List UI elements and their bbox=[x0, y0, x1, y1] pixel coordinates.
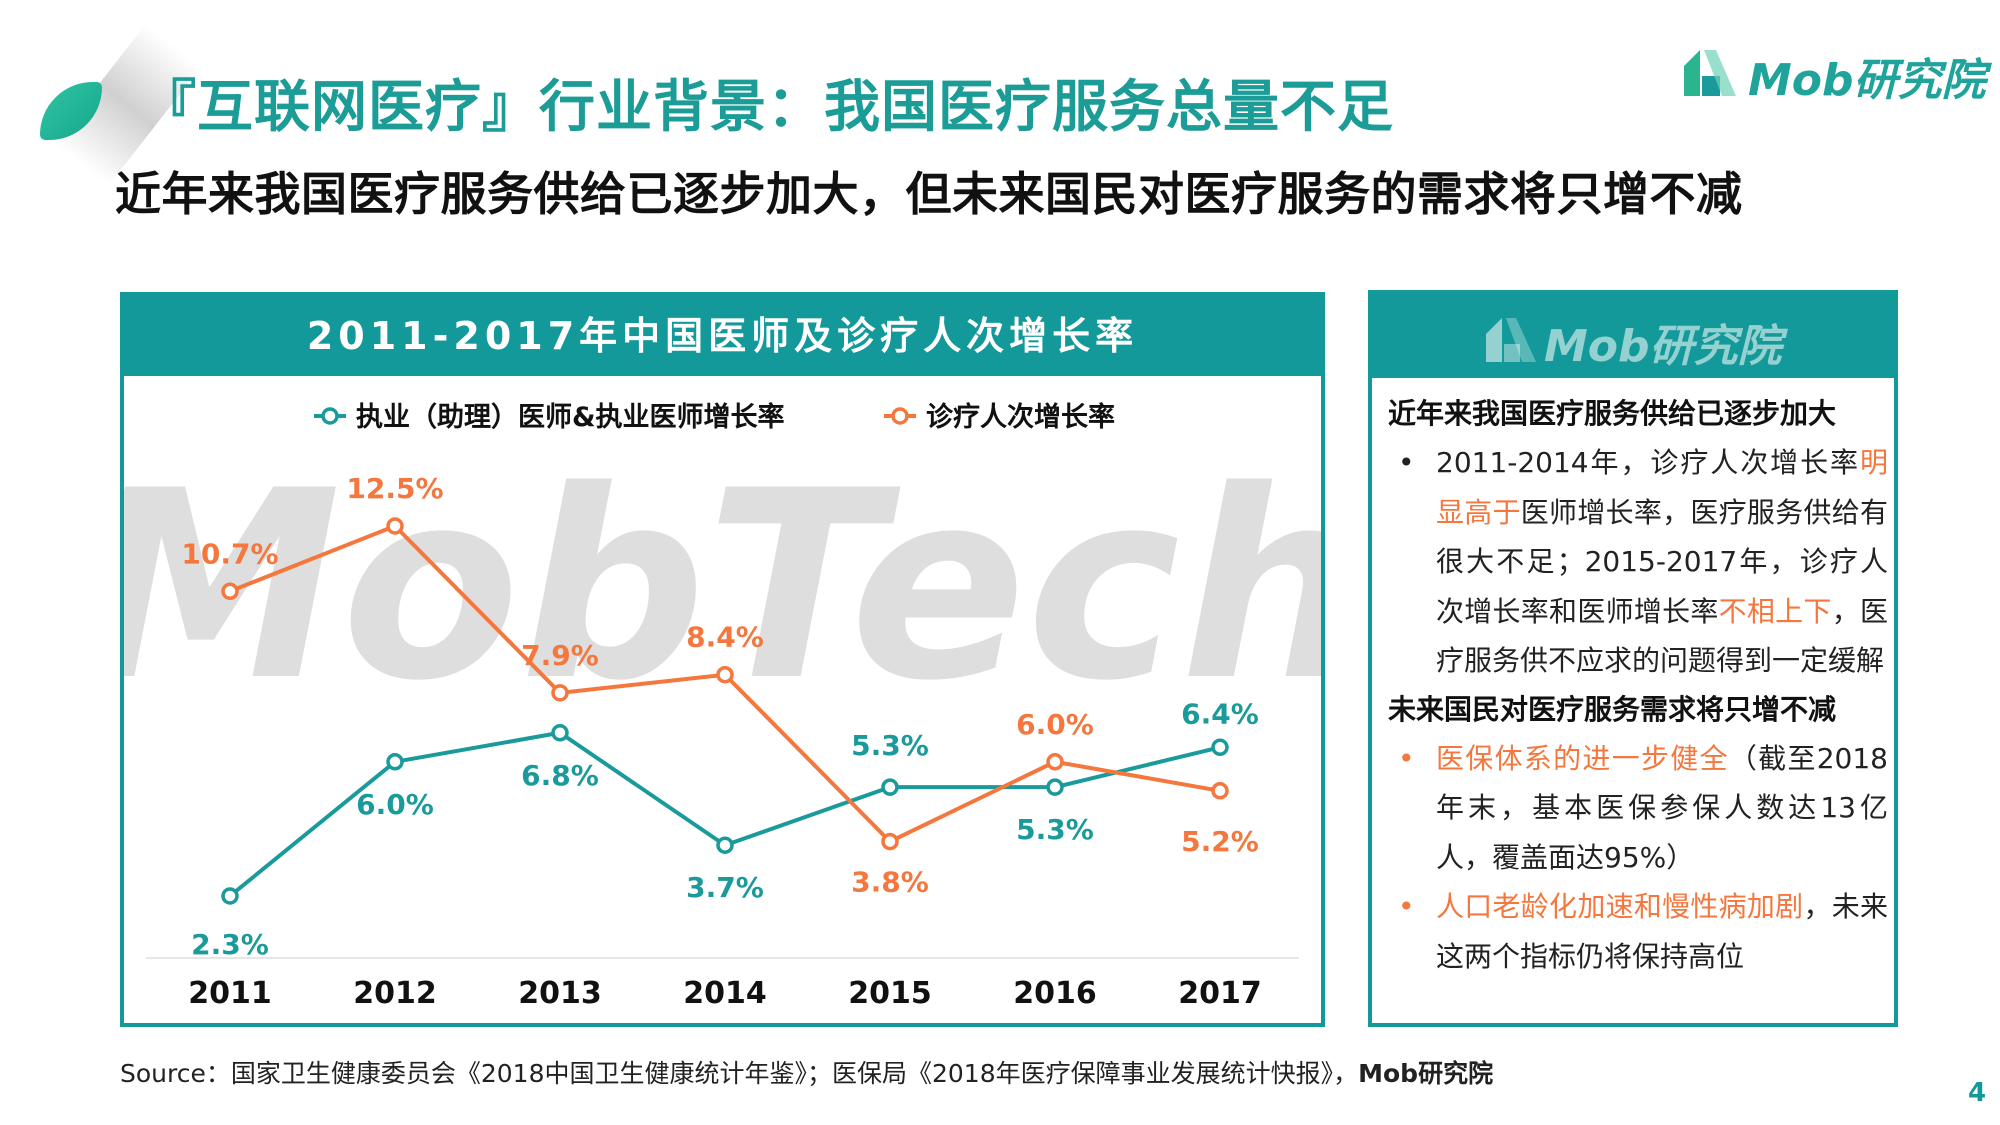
x-tick-label: 2017 bbox=[1178, 976, 1262, 1011]
data-label: 5.3% bbox=[1016, 813, 1094, 846]
data-label: 6.4% bbox=[1181, 697, 1259, 730]
highlight-text: 医保体系的进一步健全 bbox=[1436, 741, 1729, 775]
data-point bbox=[386, 753, 404, 771]
line-chart: MobTech 执业（助理）医师&执业医师增长率 诊疗人次增长率 2.3% 6.0%… bbox=[124, 401, 1321, 1011]
data-point bbox=[551, 684, 569, 702]
data-label: 6.0% bbox=[1016, 708, 1094, 741]
data-point bbox=[386, 517, 404, 535]
info-item-supply: • 2011-2014年，诊疗人次增长率明显高于医师增长率，医疗服务供给有很大不足… bbox=[1388, 438, 1888, 686]
x-axis-ticks: 2011 2012 2013 2014 2015 2016 2017 bbox=[188, 976, 1262, 1011]
info-logo: Mob研究院 bbox=[1482, 308, 1802, 372]
watermark-text: MobTech bbox=[124, 436, 1321, 738]
data-label: 10.7% bbox=[181, 537, 278, 570]
data-label: 12.5% bbox=[346, 472, 443, 505]
series-visits-growth: 10.7% 12.5% 7.9% 8.4% 3.8% 6.0% 5.2% bbox=[181, 472, 1258, 899]
data-point bbox=[551, 724, 569, 742]
data-label: 5.2% bbox=[1181, 825, 1259, 858]
info-logo-icon bbox=[1486, 318, 1536, 362]
info-item-insurance: • 医保体系的进一步健全（截至2018年末，基本医保参保人数达13亿人，覆盖面达9… bbox=[1388, 734, 1888, 883]
page-title: 『互联网医疗』行业背景：我国医疗服务总量不足 bbox=[140, 75, 1394, 140]
data-point bbox=[1211, 738, 1229, 757]
source-brand: Mob研究院 bbox=[1358, 1059, 1494, 1088]
data-label: 3.8% bbox=[851, 866, 929, 899]
chart-title: 2011-2017年中国医师及诊疗人次增长率 bbox=[124, 296, 1321, 376]
data-point bbox=[881, 832, 899, 851]
data-point bbox=[881, 778, 899, 796]
data-point bbox=[1211, 782, 1229, 800]
data-point bbox=[1046, 778, 1064, 796]
x-tick-label: 2011 bbox=[188, 976, 272, 1011]
page-subtitle: 近年来我国医疗服务供给已逐步加大，但未来国民对医疗服务的需求将只增不减 bbox=[115, 167, 1743, 221]
info-item-aging: • 人口老龄化加速和慢性病加剧，未来这两个指标仍将保持高位 bbox=[1388, 882, 1888, 981]
info-logo-text: Mob研究院 bbox=[1544, 321, 1782, 372]
legend-label: 执业（助理）医师&执业医师增长率 bbox=[356, 401, 785, 433]
data-label: 6.8% bbox=[521, 759, 599, 792]
x-tick-label: 2015 bbox=[848, 976, 932, 1011]
brand-logo-icon bbox=[1684, 50, 1736, 96]
x-tick-label: 2016 bbox=[1013, 976, 1097, 1011]
page-number: 4 bbox=[1968, 1078, 1987, 1108]
highlight-text: 人口老龄化加速和慢性病加剧 bbox=[1436, 890, 1804, 923]
series-physician-growth: 2.3% 6.0% 6.8% 3.7% 5.3% 5.3% 6.4% bbox=[191, 697, 1259, 961]
source-note: Source：国家卫生健康委员会《2018中国卫生健康统计年鉴》；医保局《201… bbox=[120, 1059, 1494, 1088]
brand-name: Mob研究院 bbox=[1748, 55, 1986, 106]
data-label: 5.3% bbox=[851, 729, 929, 762]
data-point bbox=[221, 887, 239, 905]
legend-item: 诊疗人次增长率 bbox=[884, 401, 1115, 433]
bullet-icon: • bbox=[1398, 741, 1415, 775]
series-layer: 2.3% 6.0% 6.8% 3.7% 5.3% 5.3% 6.4% 10.7% 12.5% 7.… bbox=[181, 472, 1258, 961]
chart-panel: 2011-2017年中国医师及诊疗人次增长率 MobTech 执业（助理）医师&… bbox=[120, 292, 1325, 1027]
info-panel: Mob研究院 近年来我国医疗服务供给已逐步加大 • 2011-2014年，诊疗人次… bbox=[1368, 290, 1898, 1027]
info-header: Mob研究院 bbox=[1372, 294, 1894, 378]
info-heading-supply: 近年来我国医疗服务供给已逐步加大 bbox=[1388, 397, 1837, 430]
legend-marker bbox=[891, 407, 909, 425]
info-heading-demand: 未来国民对医疗服务需求将只增不减 bbox=[1388, 692, 1837, 726]
data-label: 3.7% bbox=[686, 871, 764, 904]
x-tick-label: 2013 bbox=[518, 976, 602, 1011]
bullet-icon: • bbox=[1398, 890, 1415, 923]
data-label: 6.0% bbox=[356, 788, 434, 821]
legend-marker bbox=[321, 407, 339, 425]
data-point bbox=[716, 665, 734, 684]
data-point bbox=[716, 836, 734, 854]
legend-item: 执业（助理）医师&执业医师增长率 bbox=[314, 401, 785, 433]
highlight-text: 明显高于 bbox=[1436, 446, 1888, 529]
legend-label: 诊疗人次增长率 bbox=[926, 401, 1115, 433]
highlight-text: 不相上下 bbox=[1718, 594, 1832, 628]
data-label: 7.9% bbox=[521, 639, 599, 672]
brand-logo: Mob研究院 bbox=[1680, 40, 1986, 106]
data-point bbox=[221, 582, 239, 601]
data-label: 8.4% bbox=[686, 621, 764, 654]
data-label: 2.3% bbox=[191, 928, 269, 961]
bullet-icon: • bbox=[1398, 446, 1415, 479]
chart-legend: 执业（助理）医师&执业医师增长率 诊疗人次增长率 bbox=[314, 401, 1115, 433]
info-body: 近年来我国医疗服务供给已逐步加大 • 2011-2014年，诊疗人次增长率明显高于… bbox=[1388, 390, 1888, 981]
x-tick-label: 2014 bbox=[683, 976, 767, 1011]
x-tick-label: 2012 bbox=[353, 976, 437, 1011]
data-point bbox=[1046, 753, 1064, 771]
